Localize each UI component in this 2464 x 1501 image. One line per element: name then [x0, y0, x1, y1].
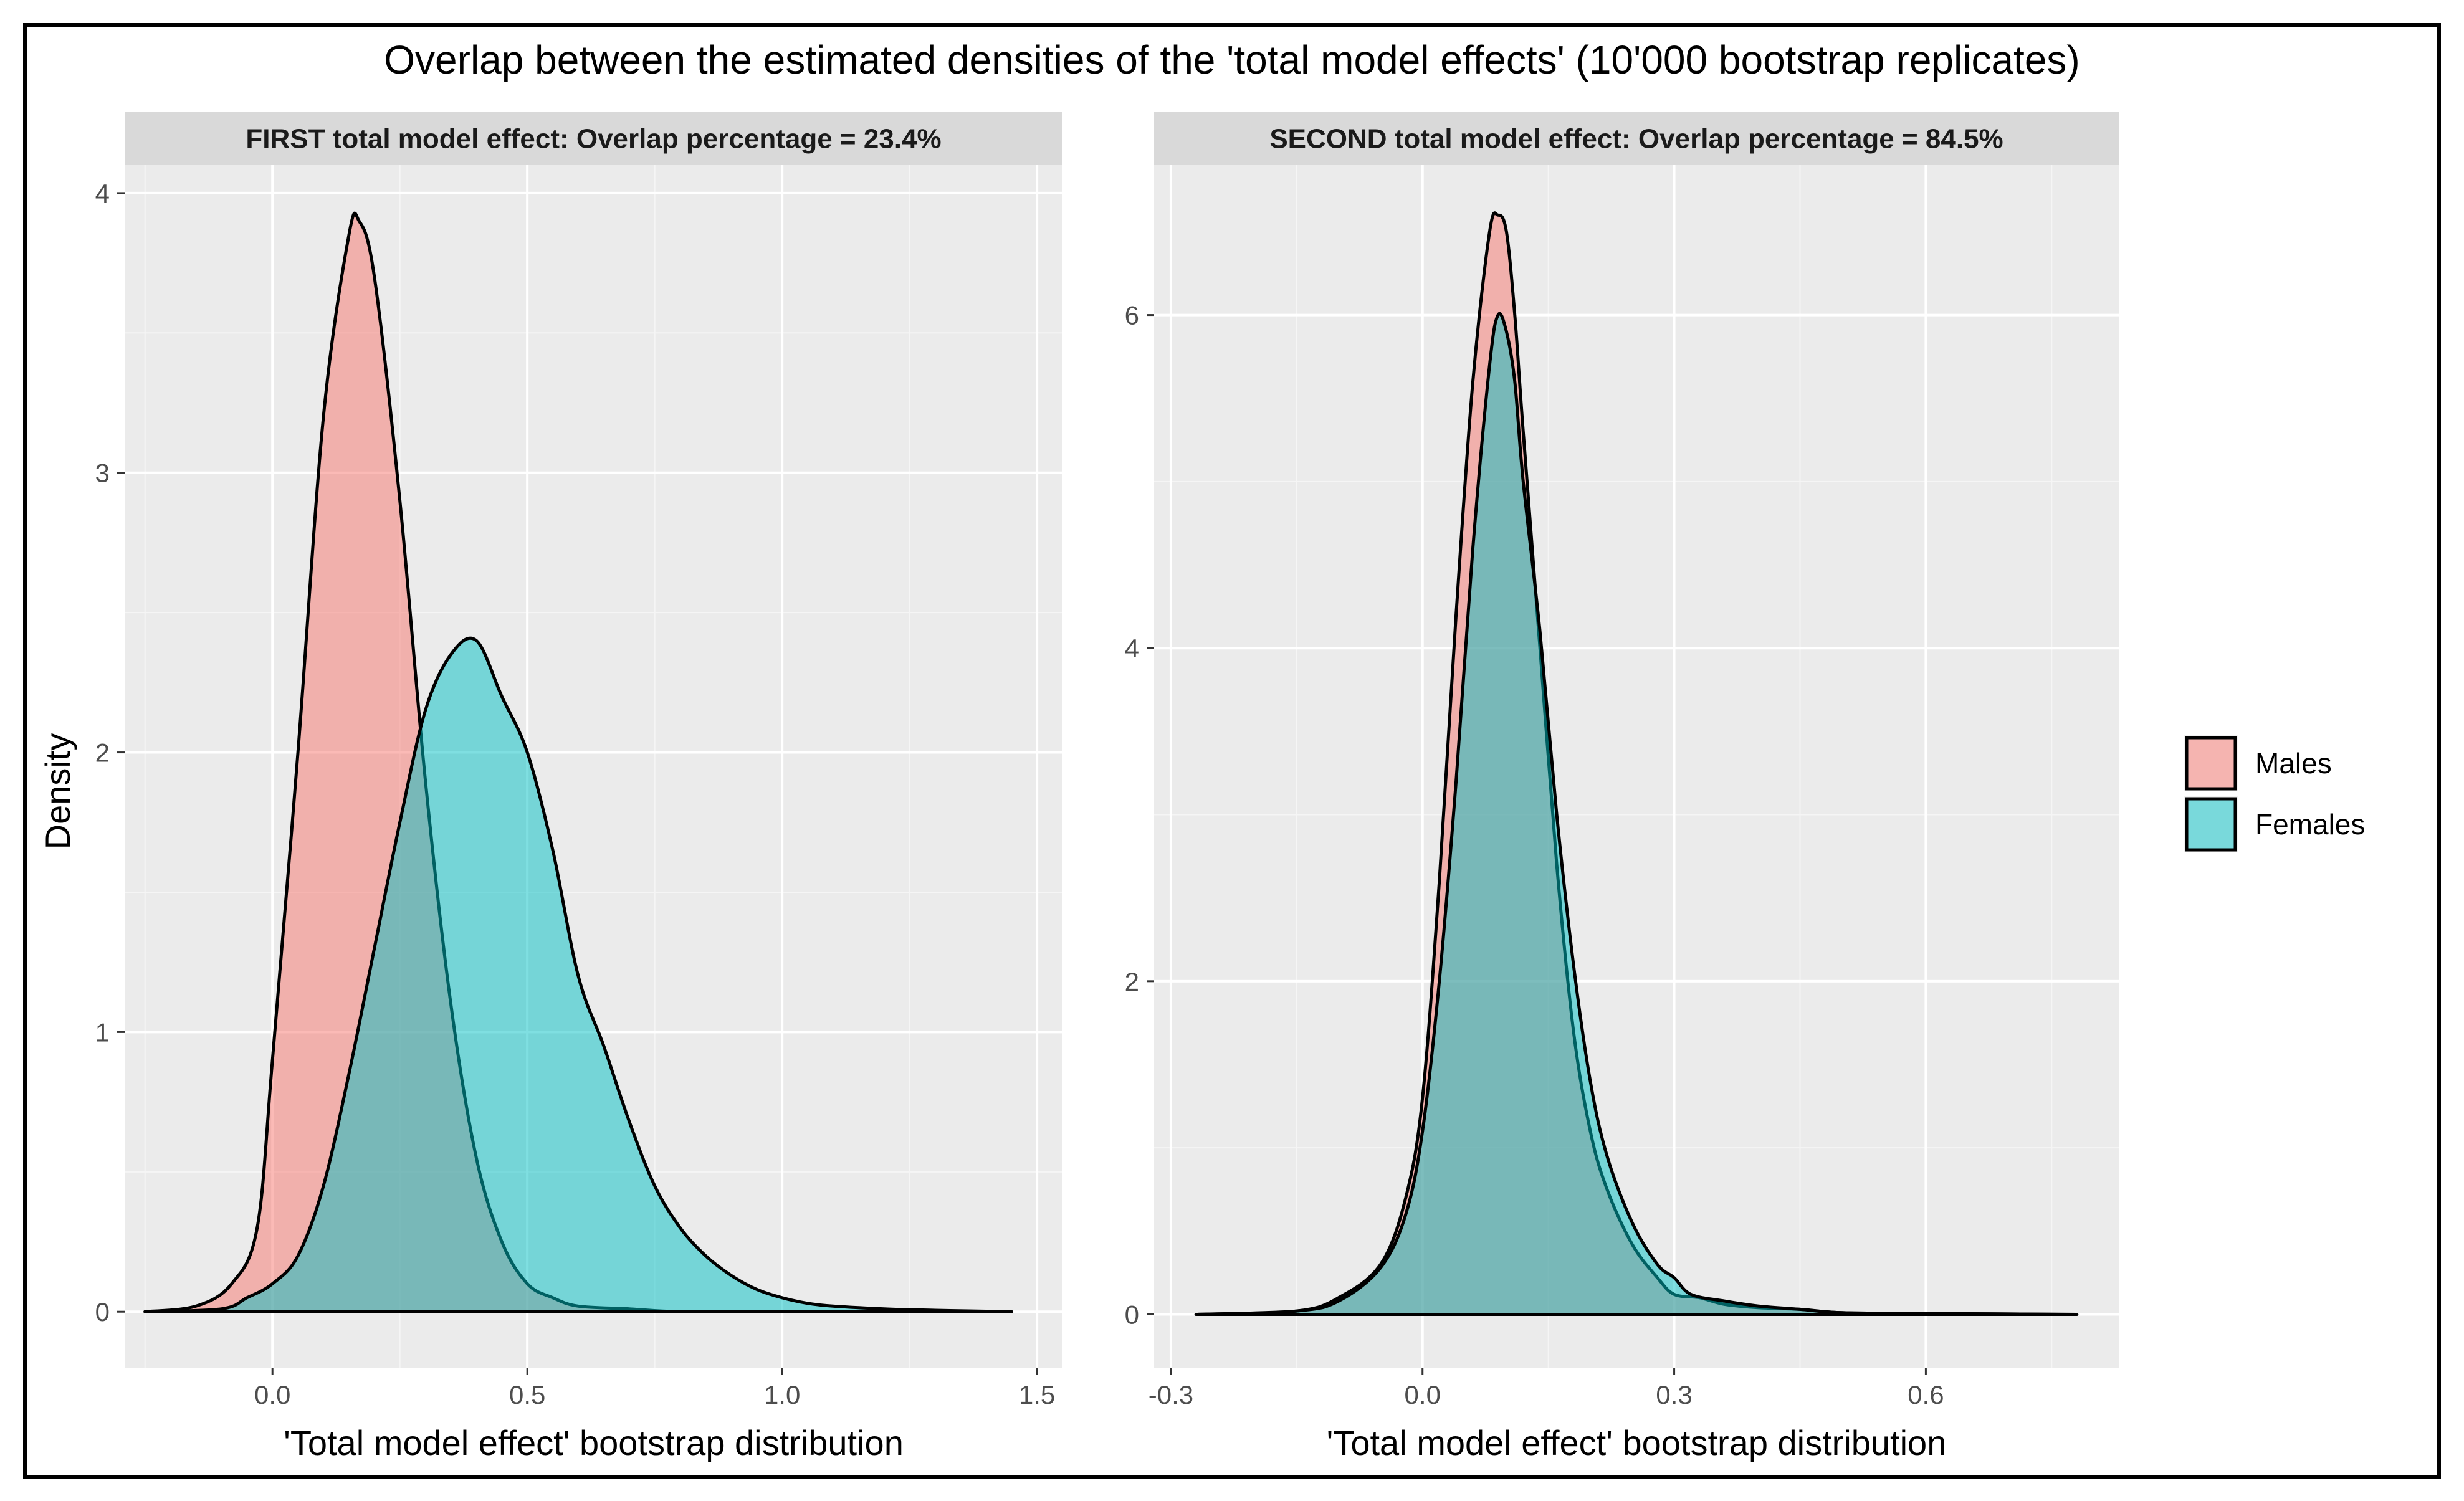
x-tick-label: 0.0 — [254, 1380, 290, 1409]
facet-strip-label: SECOND total model effect: Overlap perce… — [1269, 124, 2003, 155]
y-tick-label: 1 — [95, 1017, 110, 1047]
x-tick-label: 0.6 — [1908, 1380, 1944, 1409]
legend-label-females: Females — [2255, 808, 2365, 841]
y-axis-title: Density — [38, 733, 77, 850]
chart-legend: Males Females — [2184, 735, 2365, 852]
x-tick-label: 1.0 — [764, 1380, 800, 1409]
x-tick-label: 1.5 — [1019, 1380, 1055, 1409]
y-tick-label: 3 — [95, 459, 110, 488]
x-tick-label: 0.5 — [509, 1380, 545, 1409]
legend-label-males: Males — [2255, 747, 2332, 779]
y-tick-label: 4 — [95, 179, 110, 208]
y-tick-label: 2 — [1125, 967, 1139, 996]
x-axis-title: 'Total model effect' bootstrap distribut… — [1327, 1423, 1947, 1462]
chart-title: Overlap between the estimated densities … — [384, 37, 2080, 82]
y-tick-label: 4 — [1125, 634, 1139, 663]
y-tick-label: 0 — [1125, 1300, 1139, 1329]
panel-2: SECOND total model effect: Overlap perce… — [1125, 112, 2119, 1462]
legend-swatch-males — [2185, 736, 2237, 791]
y-tick-label: 2 — [95, 738, 110, 768]
chart-panels: FIRST total model effect: Overlap percen… — [95, 112, 2119, 1462]
y-tick-label: 6 — [1125, 301, 1139, 330]
x-tick-label: 0.3 — [1656, 1380, 1692, 1409]
legend-swatch-females — [2185, 797, 2237, 852]
x-tick-label: -0.3 — [1148, 1380, 1193, 1409]
facet-strip — [1154, 112, 2119, 165]
plot-background — [1154, 165, 2119, 1368]
x-axis-title: 'Total model effect' bootstrap distribut… — [284, 1423, 904, 1462]
density-area-females — [143, 636, 1013, 1313]
y-tick-label: 0 — [95, 1297, 110, 1327]
density-area-females — [1194, 312, 2079, 1316]
x-tick-label: 0.0 — [1405, 1380, 1441, 1409]
facet-strip — [125, 112, 1062, 165]
facet-strip-label: FIRST total model effect: Overlap percen… — [246, 124, 941, 155]
panel-1: FIRST total model effect: Overlap percen… — [95, 112, 1062, 1462]
